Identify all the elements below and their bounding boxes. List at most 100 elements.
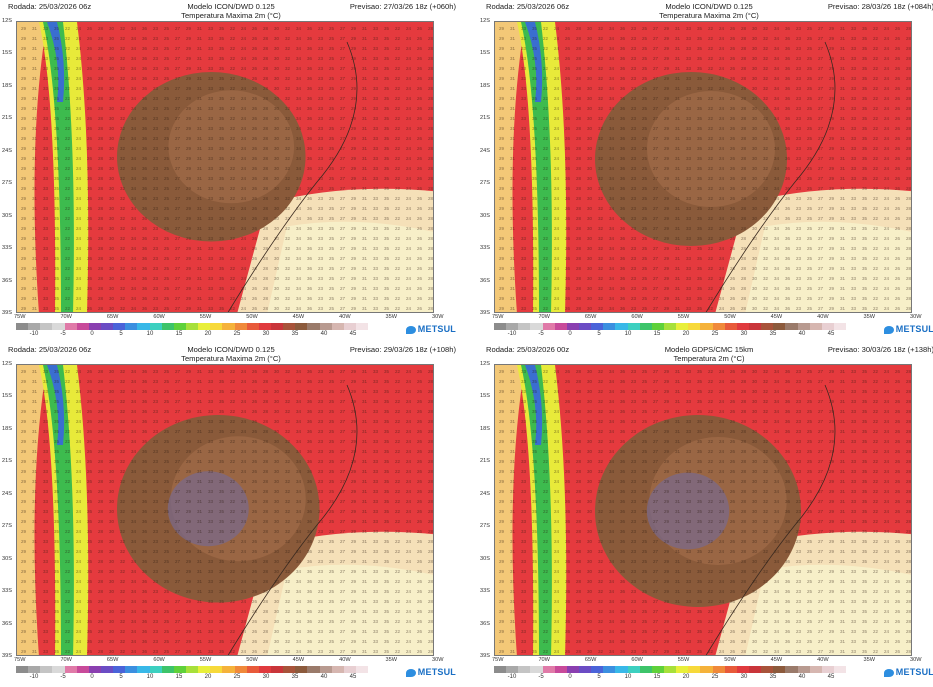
- grid-value: 34: [609, 56, 615, 61]
- grid-value: 24: [241, 46, 247, 51]
- map-panel-4: Rodada: 25/03/2026 00z Modelo GDPS/CMC 15…: [480, 343, 933, 683]
- grid-value: 30: [109, 619, 115, 624]
- grid-value: 22: [65, 86, 71, 91]
- grid-value: 31: [510, 206, 516, 211]
- grid-value: 31: [32, 146, 38, 151]
- grid-value: 29: [351, 609, 357, 614]
- grid-value: 29: [664, 56, 670, 61]
- grid-value: 25: [164, 499, 170, 504]
- grid-value: 24: [884, 399, 890, 404]
- color-scale-swatch: [639, 323, 652, 330]
- grid-value: 26: [87, 196, 93, 201]
- grid-value: 25: [164, 86, 170, 91]
- grid-value: 23: [318, 196, 324, 201]
- grid-value: 22: [395, 409, 401, 414]
- grid-value: 24: [719, 96, 725, 101]
- grid-value: 35: [54, 399, 60, 404]
- grid-value: 23: [318, 86, 324, 91]
- grid-value: 25: [807, 66, 813, 71]
- grid-value: 30: [587, 186, 593, 191]
- color-scale-swatch: [100, 666, 114, 673]
- grid-value: 33: [686, 519, 692, 524]
- grid-value: 25: [329, 56, 335, 61]
- grid-value: 24: [554, 469, 560, 474]
- grid-value: 28: [741, 609, 747, 614]
- latitude-label: 12S: [2, 361, 12, 367]
- grid-value: 30: [109, 266, 115, 271]
- grid-value: 25: [329, 639, 335, 644]
- grid-value: 24: [406, 146, 412, 151]
- grid-value: 35: [862, 36, 868, 41]
- color-scale-tick: 5: [119, 331, 123, 337]
- grid-value: 26: [730, 246, 736, 251]
- grid-value: 25: [642, 639, 648, 644]
- grid-value: 29: [829, 206, 835, 211]
- grid-value: 22: [543, 146, 549, 151]
- grid-value: 26: [252, 399, 258, 404]
- grid-value: 30: [752, 76, 758, 81]
- grid-value: 35: [54, 379, 60, 384]
- grid-value: 23: [631, 619, 637, 624]
- grid-value: 28: [906, 86, 912, 91]
- color-scale-tick: 25: [233, 674, 241, 680]
- grid-value: 28: [263, 176, 269, 181]
- grid-value: 29: [499, 629, 505, 634]
- grid-value: 30: [109, 429, 115, 434]
- grid-value: 25: [329, 479, 335, 484]
- grid-value: 24: [884, 226, 890, 231]
- grid-value: 29: [829, 639, 835, 644]
- grid-value: 32: [598, 176, 604, 181]
- grid-value: 24: [719, 409, 725, 414]
- grid-value: 25: [807, 76, 813, 81]
- grid-value: 29: [351, 66, 357, 71]
- grid-value: 27: [175, 399, 181, 404]
- grid-value: 33: [851, 86, 857, 91]
- grid-value: 31: [197, 286, 203, 291]
- grid-value: 35: [532, 166, 538, 171]
- grid-value: 25: [642, 589, 648, 594]
- grid-value: 26: [730, 469, 736, 474]
- grid-value: 29: [664, 176, 670, 181]
- grid-value: 31: [362, 519, 368, 524]
- grid-value: 22: [65, 116, 71, 121]
- grid-value: 34: [774, 619, 780, 624]
- grid-value: 31: [362, 609, 368, 614]
- grid-value: 33: [851, 589, 857, 594]
- grid-value: 31: [197, 449, 203, 454]
- grid-value: 28: [741, 206, 747, 211]
- grid-value: 28: [98, 56, 104, 61]
- grid-value: 22: [395, 379, 401, 384]
- grid-value: 34: [774, 166, 780, 171]
- grid-value: 28: [428, 256, 434, 261]
- grid-value: 30: [752, 146, 758, 151]
- grid-value: 31: [510, 519, 516, 524]
- latitude-label: 24S: [480, 147, 490, 154]
- grid-value: 22: [543, 246, 549, 251]
- grid-value: 31: [510, 419, 516, 424]
- grid-value: 35: [219, 106, 225, 111]
- grid-value: 32: [285, 126, 291, 131]
- grid-value: 31: [510, 246, 516, 251]
- grid-value: 28: [263, 136, 269, 141]
- grid-value: 32: [120, 409, 126, 414]
- grid-value: 27: [175, 599, 181, 604]
- grid-value: 29: [351, 479, 357, 484]
- grid-value: 36: [307, 86, 313, 91]
- grid-value: 33: [851, 389, 857, 394]
- grid-value: 34: [131, 419, 137, 424]
- grid-value: 22: [395, 589, 401, 594]
- atlantic-coastline: [227, 384, 358, 655]
- grid-value: 24: [406, 56, 412, 61]
- grid-value: 27: [175, 226, 181, 231]
- grid-value: 24: [884, 449, 890, 454]
- grid-value: 36: [785, 569, 791, 574]
- grid-value: 27: [818, 539, 824, 544]
- grid-value: 31: [510, 136, 516, 141]
- grid-value: 26: [895, 96, 901, 101]
- grid-value: 25: [807, 26, 813, 31]
- map-panel-1: Rodada: 25/03/2026 06z Modelo ICON/DWD 0.…: [2, 0, 460, 340]
- grid-value: 36: [142, 46, 148, 51]
- grid-value: 22: [543, 186, 549, 191]
- grid-value: 32: [120, 46, 126, 51]
- grid-value: 34: [296, 419, 302, 424]
